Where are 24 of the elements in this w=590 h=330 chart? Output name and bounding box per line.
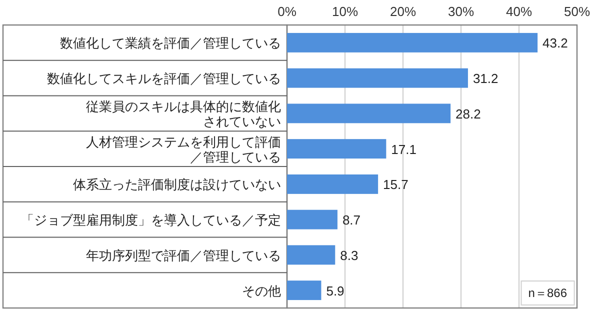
x-tick-label: 20% — [390, 4, 416, 19]
data-label: 5.9 — [326, 283, 344, 298]
data-label: 8.7 — [342, 212, 361, 228]
x-tick-label: 10% — [332, 4, 358, 19]
y-tick-label: 「ジョブ型雇用制度」を導入している／予定 — [21, 212, 281, 228]
data-label: 15.7 — [383, 177, 408, 192]
x-tick-label: 30% — [448, 4, 474, 19]
data-label: 31.2 — [472, 71, 498, 86]
data-label: 28.2 — [456, 106, 481, 122]
x-tick-label: 0% — [278, 4, 297, 19]
chart: 0% 10% 20% 30% 40% 50% 数値化して業績を評価／管理している 数値化してスキルを評価／管理している 従業員のスキルは具体的に数値化されていない 人材管理システムを利用して評価／管理している 体系立った評価制度は設けていない 「ジョブ型雇用制度」を導入している／予定 年功序列型で評価／管理している その他 43.2 31.2 28.2 17.1 15.7 8.7 8.3 5.9 n＝866 — [2, 4, 590, 309]
y-tick-label: 従業員のスキルは具体的に数値化されていない — [86, 98, 281, 129]
y-tick-label: 体系立った評価制度は設けていない — [73, 177, 281, 192]
data-label: 43.2 — [542, 36, 568, 51]
annotation: n＝866 — [528, 286, 568, 300]
x-tick-label: 40% — [506, 4, 532, 19]
y-tick-label: 数値化してスキルを評価／管理している — [47, 71, 281, 86]
data-label: 8.3 — [340, 248, 358, 263]
y-tick-label: その他 — [242, 283, 281, 298]
x-tick-label: 50% — [564, 4, 590, 19]
y-tick-label: 人材管理システムを利用して評価／管理している — [86, 134, 281, 164]
y-tick-label: 数値化して業績を評価／管理している — [60, 36, 281, 51]
data-label: 17.1 — [391, 142, 416, 157]
y-tick-label: 年功序列型で評価／管理している — [86, 248, 281, 263]
